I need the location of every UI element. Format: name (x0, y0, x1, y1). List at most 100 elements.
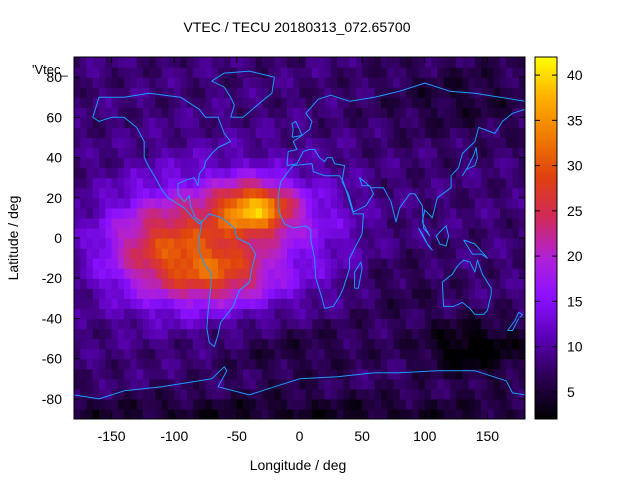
heatmap-cell (299, 137, 307, 149)
heatmap-cell (512, 197, 520, 209)
heatmap-cell (142, 288, 150, 299)
heatmap-cell (456, 107, 463, 118)
heatmap-cell (280, 348, 288, 360)
heatmap-cell (111, 137, 119, 149)
heatmap-cell (224, 348, 232, 360)
heatmap-cell (518, 398, 525, 410)
heatmap-cell (512, 157, 520, 169)
heatmap-cell (481, 137, 489, 149)
heatmap-cell (274, 298, 282, 309)
heatmap-cell (261, 318, 269, 330)
heatmap-cell (506, 388, 514, 400)
heatmap-cell (468, 117, 476, 128)
heatmap-cell (167, 87, 175, 98)
heatmap-cell (280, 388, 288, 400)
heatmap-cell (261, 338, 269, 350)
heatmap-cell (243, 187, 250, 199)
heatmap-cell (243, 408, 250, 419)
heatmap-cell (305, 217, 313, 229)
heatmap-cell (180, 197, 188, 209)
heatmap-cell (493, 298, 501, 309)
heatmap-cell (193, 97, 200, 108)
heatmap-cell (136, 87, 144, 98)
heatmap-cell (218, 278, 225, 289)
heatmap-cell (124, 248, 131, 259)
heatmap-cell (155, 258, 163, 269)
heatmap-cell (193, 67, 200, 78)
heatmap-cell (243, 328, 250, 340)
heatmap-cell (243, 398, 250, 410)
heatmap-cell (80, 167, 88, 179)
heatmap-cell (499, 398, 507, 410)
heatmap-cell (243, 318, 250, 330)
heatmap-cell (293, 227, 301, 239)
heatmap-cell (437, 97, 445, 108)
heatmap-cell (105, 87, 113, 98)
heatmap-cell (155, 197, 163, 209)
heatmap-cell (230, 127, 238, 139)
heatmap-cell (218, 308, 225, 320)
heatmap-cell (142, 167, 150, 179)
heatmap-cell (305, 308, 313, 320)
heatmap-cell (205, 248, 213, 259)
heatmap-cell (405, 258, 413, 269)
heatmap-cell (468, 278, 476, 289)
heatmap-cell (312, 87, 319, 98)
heatmap-cell (456, 147, 463, 159)
heatmap-cell (149, 278, 157, 289)
heatmap-cell (312, 278, 319, 289)
heatmap-cell (312, 408, 319, 419)
heatmap-cell (487, 408, 495, 419)
heatmap-cell (374, 358, 382, 370)
heatmap-cell (355, 318, 363, 330)
heatmap-cell (186, 217, 194, 229)
heatmap-cell (224, 197, 232, 209)
heatmap-cell (343, 288, 351, 299)
heatmap-cell (167, 248, 175, 259)
heatmap-cell (224, 207, 232, 219)
heatmap-cell (193, 207, 200, 219)
heatmap-cell (493, 177, 501, 189)
heatmap-cell (343, 137, 351, 149)
heatmap-cell (349, 378, 357, 390)
heatmap-cell (286, 378, 294, 390)
heatmap-cell (493, 308, 501, 320)
y-tick-label: 80 (46, 69, 62, 85)
heatmap-cell (412, 288, 420, 299)
heatmap-cell (324, 398, 332, 410)
heatmap-cell (387, 328, 395, 340)
heatmap-cell (249, 137, 257, 149)
heatmap-cell (92, 388, 100, 400)
heatmap-cell (487, 107, 495, 118)
heatmap-cell (205, 388, 213, 400)
heatmap-cell (343, 147, 351, 159)
heatmap-cell (124, 107, 131, 118)
heatmap-cell (399, 167, 407, 179)
heatmap-cell (299, 348, 307, 360)
heatmap-cell (274, 57, 282, 68)
heatmap-cell (124, 308, 131, 320)
heatmap-cell (393, 97, 401, 108)
heatmap-cell (424, 97, 432, 108)
heatmap-cell (468, 197, 476, 209)
heatmap-cell (487, 97, 495, 108)
heatmap-cell (405, 408, 413, 419)
heatmap-cell (293, 238, 301, 249)
heatmap-cell (236, 127, 244, 139)
heatmap-cell (462, 97, 470, 108)
heatmap-cell (167, 298, 175, 309)
heatmap-cell (224, 97, 232, 108)
heatmap-cell (105, 177, 113, 189)
heatmap-cell (124, 97, 131, 108)
heatmap-cell (105, 197, 113, 209)
heatmap-cell (186, 77, 194, 88)
heatmap-cell (512, 87, 520, 98)
heatmap-cell (92, 278, 100, 289)
heatmap-cell (443, 67, 451, 78)
heatmap-cell (255, 77, 263, 88)
heatmap-cell (180, 137, 188, 149)
heatmap-cell (117, 157, 125, 169)
heatmap-cell (474, 57, 482, 68)
heatmap-cell (318, 398, 326, 410)
heatmap-cell (349, 167, 357, 179)
